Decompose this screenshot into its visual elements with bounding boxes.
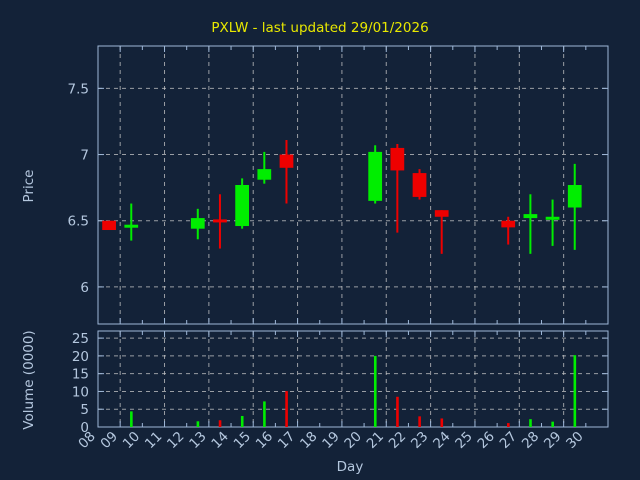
volume-series [130,355,577,427]
volume-tick-label: 0 [80,420,89,436]
volume-tick-label: 20 [72,349,89,365]
volume-bar [285,391,288,427]
candle [190,208,205,240]
volume-panel-frame [97,330,609,428]
chart-title: PXLW - last updated 29/01/2026 [211,20,428,36]
volume-tick-label: 25 [72,331,89,347]
candle [412,169,427,200]
price-axis-title: Price [21,170,37,203]
x-axis-title: Day [337,459,364,475]
volume-tick-label: 15 [72,367,89,383]
price-tick-label: 7.5 [68,81,89,97]
candle-body [434,210,449,217]
candle-body [368,151,383,201]
volume-bar [573,355,577,427]
volume-bar [196,421,200,427]
candle [545,199,560,246]
x-axis-labels: 0809101112131415161718192021222324252627… [75,429,586,452]
candle [523,194,538,254]
candle-body [545,216,560,220]
candle-body [213,219,227,223]
candle [390,143,405,233]
volume-bar [418,416,421,427]
candlestick-series [102,139,582,254]
candle-body [257,169,272,180]
candle-body [567,185,582,208]
candle-body [190,218,205,229]
price-panel-frame [97,45,609,325]
candle [235,178,250,229]
price-tick-label: 7 [80,148,89,164]
price-vertical-gridlines [119,46,587,324]
volume-tick-label: 10 [72,384,89,400]
candle-body [390,147,405,171]
candle-body [412,173,427,197]
candle-body [124,224,139,228]
volume-axis-title: Volume (0000) [21,330,37,429]
candle-body [235,185,250,227]
volume-bar [263,401,266,427]
volume-tick-label: 5 [80,402,89,418]
candle-body [501,220,516,228]
candle-body [279,154,294,168]
candle [501,216,516,245]
volume-bar [440,418,444,427]
candle [434,210,449,254]
candle-body [102,220,116,231]
volume-bar [240,415,244,427]
candle-body [523,214,538,219]
candle [102,220,116,231]
volume-bar [373,355,377,427]
candle [213,194,227,249]
price-gridlines: 6 6.5 7 7.5 [68,81,608,296]
candle [257,151,272,184]
candle [279,139,294,204]
price-tick-label: 6.5 [68,214,89,230]
volume-bar [396,396,399,427]
volume-bar [551,421,554,427]
volume-bar [529,419,532,427]
candle [567,163,582,250]
price-tick-label: 6 [80,280,89,296]
candle [124,203,139,241]
volume-bar [507,423,510,427]
volume-vertical-gridlines [119,331,587,427]
volume-bar [130,411,133,427]
candle [368,145,383,204]
volume-bar [218,420,222,427]
